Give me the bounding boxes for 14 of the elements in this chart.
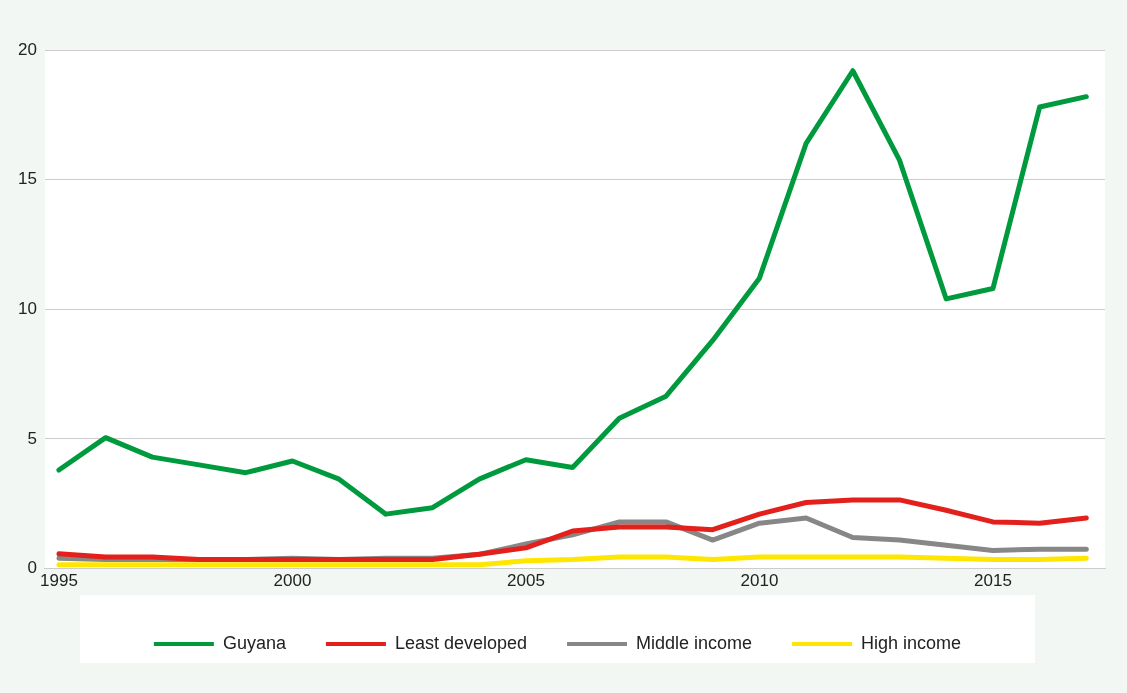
x-tick-label: 2000	[273, 571, 312, 591]
x-tick-label: 1995	[40, 571, 78, 591]
y-tick-label: 5	[27, 428, 37, 448]
legend-label: Least developed	[394, 632, 528, 653]
x-tick-label: 2005	[507, 571, 545, 591]
y-tick-label: 10	[17, 298, 37, 318]
y-tick-label: 15	[17, 169, 37, 189]
legend-label: Middle income	[636, 632, 753, 653]
y-tick-label: 0	[27, 558, 37, 578]
legend-label: High income	[861, 632, 962, 653]
x-tick-label: 2015	[974, 571, 1012, 591]
x-tick-label: 2010	[740, 571, 779, 591]
legend-label: Guyana	[222, 632, 287, 653]
y-tick-label: 20	[17, 39, 37, 59]
